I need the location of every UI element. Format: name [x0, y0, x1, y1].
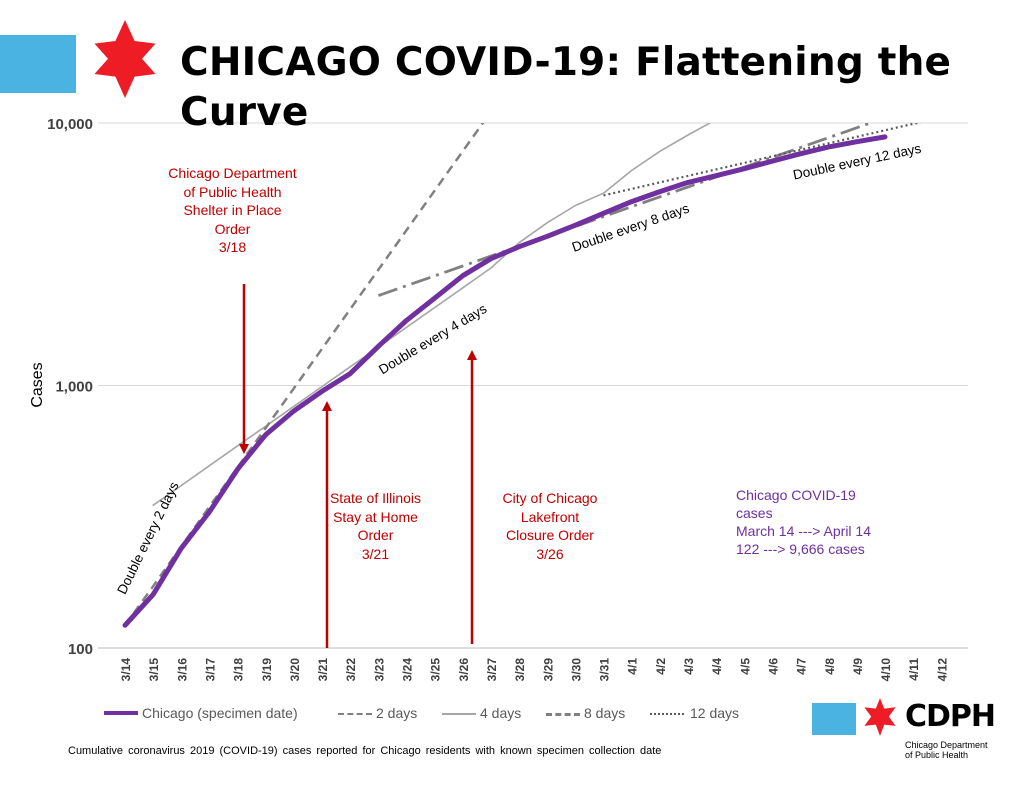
x-tick-label: 4/1: [626, 658, 640, 675]
page-title: CHICAGO COVID-19: Flattening the Curve: [180, 38, 980, 138]
x-tick-label: 3/16: [175, 658, 189, 682]
case-summary-note: Chicago COVID-19 cases March 14 ---> Apr…: [736, 486, 871, 558]
annotation-shelter-in-place: Chicago Department of Public Health Shel…: [150, 164, 315, 257]
legend-label-2-days: 2 days: [376, 705, 418, 721]
annotation-stay-at-home: State of Illinois Stay at Home Order 3/2…: [318, 489, 433, 563]
x-tick-label: 3/14: [119, 658, 133, 682]
annotation-line: Chicago Department: [168, 165, 297, 181]
y-tick-label: 10,000: [47, 116, 93, 133]
logo-blue-block: [812, 703, 856, 735]
logo-subtitle-line: Chicago Department: [905, 740, 988, 750]
annotation-line: of Public Health: [183, 183, 282, 200]
logo-star-icon: [864, 698, 896, 736]
legend-swatch-chicago: [104, 711, 138, 715]
annotation-line: State of Illinois: [329, 490, 422, 506]
x-tick-label: 4/7: [795, 658, 809, 675]
x-tick-label: 4/8: [823, 658, 837, 675]
legend-swatch-8-days: [546, 713, 580, 716]
series-line-chicago-specimen-date: [122, 134, 888, 628]
x-tick-label: 4/5: [738, 658, 752, 675]
y-tick-label: 100: [68, 641, 93, 658]
logo-wordmark: CDPH: [905, 699, 996, 734]
series-line-8-days: [377, 123, 875, 297]
x-tick-label: 4/12: [935, 658, 949, 682]
x-tick-label: 4/9: [851, 658, 865, 675]
legend-label-8-days: 8 days: [584, 705, 626, 721]
x-tick-label: 4/3: [682, 658, 696, 675]
footnote: Cumulative coronavirus 2019 (COVID-19) c…: [68, 745, 662, 757]
summary-line: Chicago COVID-19: [736, 487, 856, 503]
x-tick-label: 3/21: [316, 658, 330, 682]
x-tick-label: 4/6: [766, 658, 780, 675]
doubling-rate-label: Double every 2 days: [114, 479, 182, 596]
x-tick-label: 3/29: [541, 658, 555, 682]
doubling-rate-label: Double every 12 days: [792, 141, 923, 183]
legend-swatch-4-days: [442, 713, 476, 715]
x-tick-label: 3/22: [344, 658, 358, 682]
x-tick-label: 3/31: [598, 658, 612, 682]
x-tick-label: 4/11: [907, 658, 921, 681]
logo-subtitle-line: of Public Health: [905, 750, 969, 760]
annotation-line: City of Chicago: [502, 490, 598, 506]
doubling-rate-label: Double every 8 days: [570, 201, 691, 255]
annotation-line: 3/26: [536, 545, 564, 562]
x-tick-label: 3/19: [260, 658, 274, 682]
legend-swatch-12-days: [650, 713, 684, 715]
x-tick-label: 3/17: [203, 658, 217, 682]
legend-label-4-days: 4 days: [480, 705, 522, 721]
summary-line: 122 ---> 9,666 cases: [736, 541, 865, 557]
x-tick-label: 4/2: [654, 658, 668, 675]
y-tick-label: 1,000: [55, 379, 93, 396]
annotation-lakefront-closure: City of Chicago Lakefront Closure Order …: [485, 489, 615, 563]
x-tick-label: 3/26: [457, 658, 471, 682]
annotation-line: 3/18: [218, 239, 247, 255]
title-line-1: CHICAGO COVID-19: Flattening the: [180, 40, 952, 85]
annotation-line: Closure Order: [506, 527, 594, 543]
x-tick-label: 3/18: [232, 658, 246, 682]
series-line-4-days: [152, 123, 712, 506]
x-tick-label: 3/20: [288, 658, 302, 682]
legend-label-12-days: 12 days: [690, 705, 740, 721]
x-tick-label: 3/23: [372, 658, 386, 682]
x-tick-label: 3/28: [513, 658, 527, 682]
x-tick-label: 4/4: [710, 658, 724, 675]
title-line-2: Curve: [180, 90, 309, 135]
annotation-line: Order: [214, 220, 251, 237]
x-tick-label: 3/24: [401, 658, 415, 682]
legend-swatch-2-days: [338, 713, 372, 715]
annotation-line: Order: [357, 527, 394, 543]
x-tick-label: 3/15: [147, 658, 161, 682]
x-tick-label: 3/27: [485, 658, 499, 682]
annotation-line: Shelter in Place: [183, 202, 282, 218]
annotation-line: Stay at Home: [333, 508, 418, 525]
brand-blue-bar: [0, 35, 76, 93]
summary-line: cases: [736, 505, 773, 521]
logo-subtitle: Chicago Department of Public Health: [905, 740, 988, 760]
y-axis-label: Cases: [29, 362, 46, 407]
x-tick-label: 3/30: [569, 658, 583, 682]
annotation-line: Lakefront: [520, 508, 580, 525]
x-tick-label: 3/25: [429, 658, 443, 682]
chicago-star-icon: [94, 20, 156, 98]
summary-line: March 14 ---> April 14: [736, 523, 871, 539]
x-tick-label: 4/10: [879, 658, 893, 682]
annotation-line: 3/21: [361, 545, 390, 562]
legend-label-chicago: Chicago (specimen date): [142, 705, 298, 721]
